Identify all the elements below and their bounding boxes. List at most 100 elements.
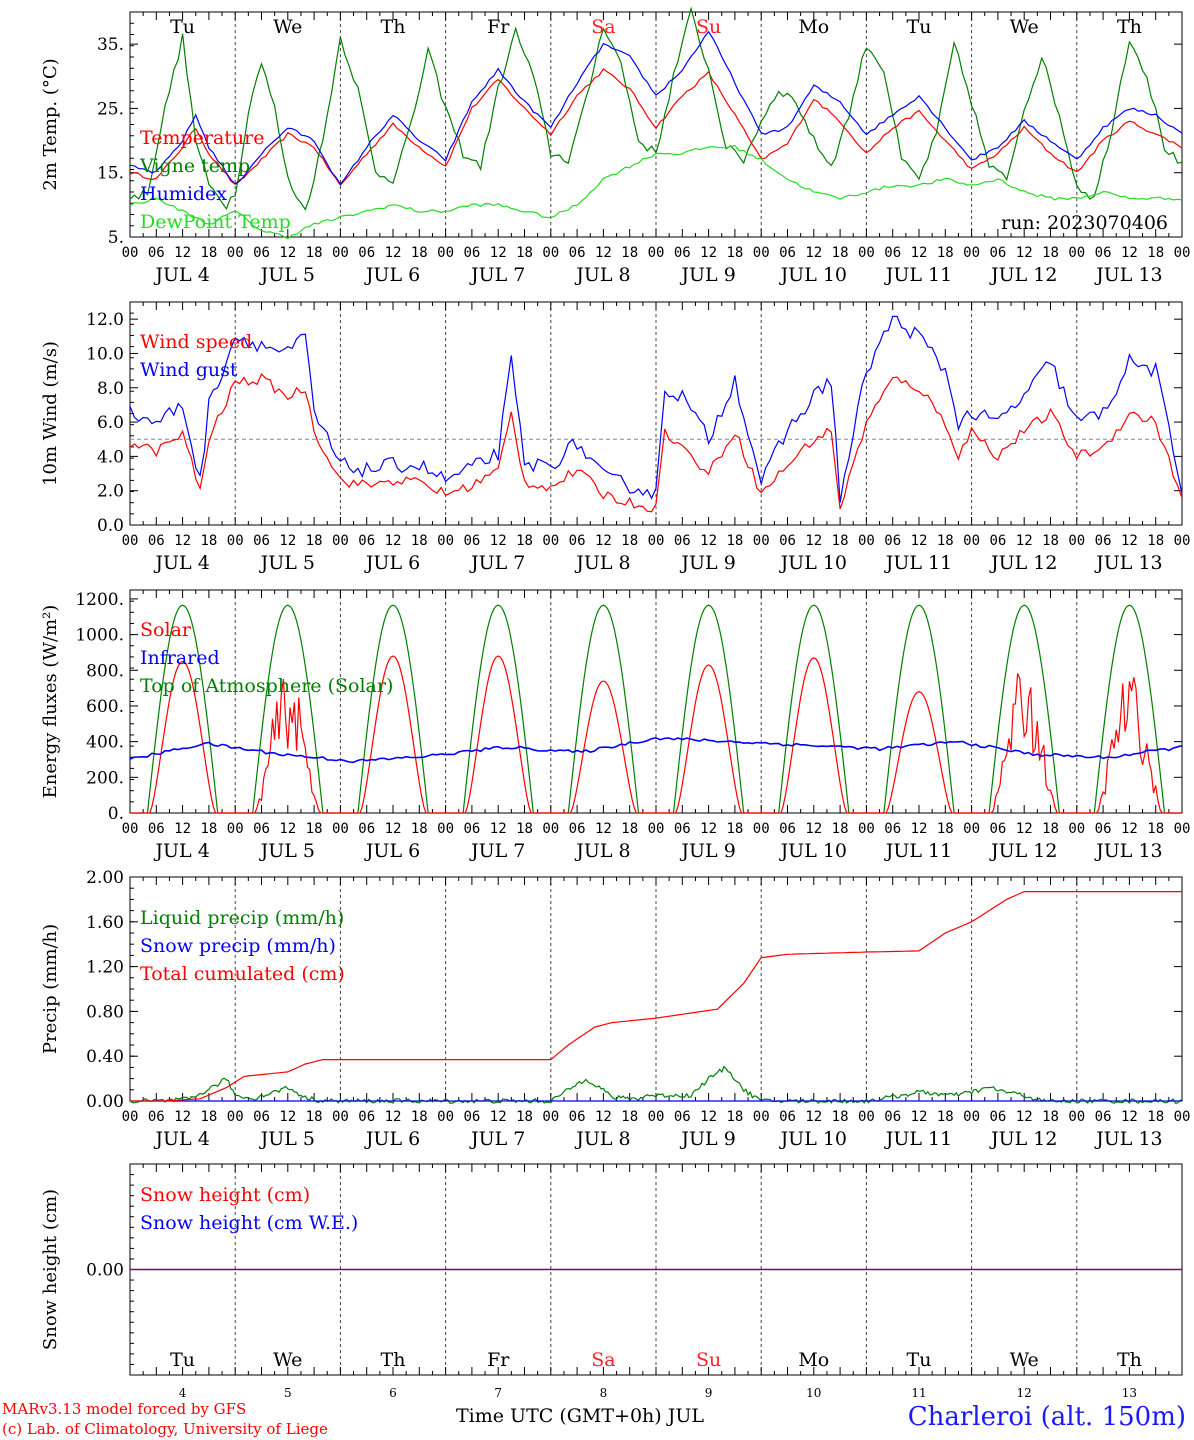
day-name: Mo <box>798 1349 829 1371</box>
hour-tick-label: 06 <box>358 533 375 549</box>
y-tick-label: 1000. <box>75 626 124 646</box>
date-label: JUL 9 <box>679 264 735 286</box>
hour-tick-label: 18 <box>200 821 217 837</box>
hour-tick-label: 06 <box>674 245 691 261</box>
hour-tick-label: 00 <box>122 533 139 549</box>
hour-tick-label: 12 <box>174 245 191 261</box>
hour-tick-label: 12 <box>911 245 928 261</box>
hour-tick-label: 12 <box>385 1109 402 1125</box>
time-axis-title: Time UTC (GMT+0h) JUL <box>456 1405 704 1427</box>
date-label: JUL 4 <box>153 552 209 574</box>
date-label: JUL 10 <box>779 840 847 862</box>
hour-tick-label: 00 <box>1068 1109 1085 1125</box>
day-name: We <box>273 1349 302 1371</box>
hour-tick-label: 18 <box>832 245 849 261</box>
hour-tick-label: 18 <box>1042 821 1059 837</box>
hour-tick-label: 06 <box>463 533 480 549</box>
hour-tick-label: 12 <box>490 1109 507 1125</box>
day-number: 8 <box>600 1386 608 1400</box>
hour-tick-label: 18 <box>411 245 428 261</box>
hour-tick-label: 18 <box>832 1109 849 1125</box>
date-label: JUL 6 <box>364 264 420 286</box>
hour-tick-label: 18 <box>200 1109 217 1125</box>
hour-tick-label: 00 <box>437 533 454 549</box>
hour-tick-label: 18 <box>516 245 533 261</box>
panel-frame-1 <box>129 301 1183 526</box>
hour-tick-label: 18 <box>1042 245 1059 261</box>
hour-tick-label: 00 <box>1068 245 1085 261</box>
y-tick-label: 200. <box>86 768 124 788</box>
hour-tick-label: 00 <box>227 1109 244 1125</box>
day-name: Sa <box>591 16 615 38</box>
lab-credit: (c) Lab. of Climatology, University of L… <box>2 1420 328 1438</box>
hour-tick-label: 06 <box>148 245 165 261</box>
hour-tick-label: 12 <box>490 245 507 261</box>
hour-tick-label: 06 <box>779 245 796 261</box>
day-number: 5 <box>284 1386 292 1400</box>
y-tick-label: 12.0 <box>86 310 124 330</box>
hour-tick-label: 12 <box>385 533 402 549</box>
y-tick-label: 0.00 <box>86 1092 124 1112</box>
hour-tick-label: 00 <box>437 821 454 837</box>
day-number: 11 <box>911 1386 926 1400</box>
y-tick-label: 0.00 <box>86 1261 124 1281</box>
day-name: Tu <box>907 16 932 38</box>
date-label: JUL 5 <box>259 264 315 286</box>
hour-tick-label: 00 <box>437 1109 454 1125</box>
hour-tick-label: 12 <box>279 821 296 837</box>
date-label: JUL 8 <box>574 264 630 286</box>
hour-tick-label: 12 <box>385 245 402 261</box>
y-tick-label: 800. <box>86 661 124 681</box>
hour-tick-label: 12 <box>490 533 507 549</box>
y-axis-title: 10m Wind (m/s) <box>40 341 61 486</box>
date-label: JUL 10 <box>779 552 847 574</box>
date-label: JUL 6 <box>364 1128 420 1150</box>
day-name: Tu <box>907 1349 932 1371</box>
y-tick-label: 35. <box>97 35 124 55</box>
hour-tick-label: 12 <box>174 1109 191 1125</box>
hour-tick-label: 12 <box>490 821 507 837</box>
y-tick-label: 10.0 <box>86 344 124 364</box>
hour-tick-label: 18 <box>1042 533 1059 549</box>
y-tick-label: 600. <box>86 697 124 717</box>
hour-tick-label: 00 <box>332 1109 349 1125</box>
hour-tick-label: 18 <box>1147 245 1164 261</box>
hour-tick-label: 06 <box>1095 1109 1112 1125</box>
hour-tick-label: 18 <box>516 821 533 837</box>
date-label: JUL 11 <box>884 1128 952 1150</box>
hour-tick-label: 00 <box>332 245 349 261</box>
date-label: JUL 12 <box>989 552 1057 574</box>
legend-entry: Total cumulated (cm) <box>140 963 345 985</box>
panel-frame-0 <box>129 11 1183 238</box>
date-label: JUL 5 <box>259 840 315 862</box>
hour-tick-label: 00 <box>1174 245 1191 261</box>
hour-tick-label: 00 <box>963 1109 980 1125</box>
day-number: 12 <box>1017 1386 1032 1400</box>
hour-tick-label: 18 <box>621 245 638 261</box>
hour-tick-label: 12 <box>805 1109 822 1125</box>
hour-tick-label: 00 <box>332 821 349 837</box>
hour-tick-label: 18 <box>832 821 849 837</box>
legend-entry: Wind speed <box>140 331 252 353</box>
toa-solar-line <box>130 604 1182 814</box>
hour-tick-label: 06 <box>884 1109 901 1125</box>
day-name: We <box>273 16 302 38</box>
hour-tick-label: 00 <box>332 533 349 549</box>
date-label: JUL 11 <box>884 840 952 862</box>
hour-tick-label: 00 <box>437 245 454 261</box>
hour-tick-label: 06 <box>779 1109 796 1125</box>
panel-frame-2 <box>129 589 1183 814</box>
date-label: JUL 7 <box>469 840 525 862</box>
hour-tick-label: 00 <box>542 533 559 549</box>
hour-tick-label: 00 <box>1174 533 1191 549</box>
hour-tick-label: 00 <box>1068 821 1085 837</box>
hour-tick-label: 12 <box>700 821 717 837</box>
hour-tick-label: 06 <box>569 821 586 837</box>
y-tick-label: 5. <box>108 228 124 248</box>
y-tick-label: 1.20 <box>86 958 124 978</box>
date-label: JUL 13 <box>1094 552 1162 574</box>
legend-entry: Snow precip (mm/h) <box>140 935 336 957</box>
humidex-line <box>129 30 1183 186</box>
date-label: JUL 9 <box>679 1128 735 1150</box>
hour-tick-label: 00 <box>542 1109 559 1125</box>
